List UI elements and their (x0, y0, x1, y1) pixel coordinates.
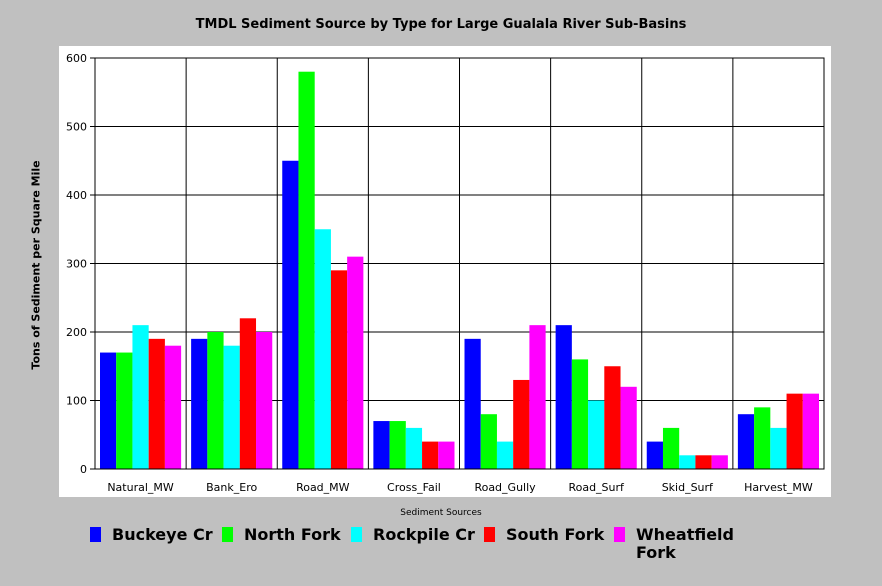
legend-label: Rockpile Cr (373, 525, 475, 544)
bar (802, 393, 819, 469)
tick-labels: 0 100 200 300 400 500 600 Natural_MW Bank_Ero Roa… (66, 52, 813, 494)
bar (148, 338, 165, 469)
y-axis-label: Tons of Sediment per Square Mile (29, 160, 43, 370)
bar (555, 325, 572, 469)
x-tick-label: Bank_Ero (206, 481, 257, 494)
y-tick-label: 200 (66, 326, 87, 339)
legend-swatch (351, 527, 362, 542)
bar (679, 455, 696, 469)
bar (571, 359, 589, 469)
legend-item: Rockpile Cr (351, 526, 483, 544)
bar (770, 427, 787, 469)
bar (132, 325, 149, 469)
chart-title: TMDL Sediment Source by Type for Large G… (195, 17, 687, 32)
bar (737, 414, 755, 469)
bar (100, 352, 117, 469)
bar (646, 441, 663, 469)
y-tick-label: 500 (66, 121, 87, 134)
bar (529, 325, 546, 469)
bar (298, 71, 315, 469)
bar (464, 338, 481, 469)
plot-border (94, 57, 825, 470)
y-tick-label: 100 (66, 395, 87, 408)
bar (164, 345, 182, 469)
plot-frame (94, 57, 825, 470)
x-tick-label: Harvest_MW (744, 481, 813, 494)
legend-item: Buckeye Cr (90, 526, 222, 544)
legend-swatch (90, 527, 101, 542)
y-tick-label: 600 (66, 52, 87, 65)
bar (786, 393, 803, 469)
chart-panel (59, 46, 831, 497)
bar (330, 270, 348, 469)
x-tick-label: Road_MW (296, 481, 350, 494)
legend-swatch (484, 527, 495, 542)
bar (256, 332, 273, 469)
legend-item: South Fork (484, 526, 616, 544)
bar (207, 332, 224, 469)
legend-item: Wheatfield Fork (614, 526, 746, 562)
bar (389, 421, 406, 469)
legend-item: North Fork (222, 526, 354, 544)
x-axis-label: Sediment Sources (400, 508, 482, 518)
legend-label: Wheatfield Fork (636, 525, 734, 562)
legend-label: North Fork (244, 525, 341, 544)
legend-swatch (614, 527, 625, 542)
legend-label: South Fork (506, 525, 605, 544)
x-tick-label: Skid_Surf (662, 481, 714, 494)
bar (405, 427, 423, 469)
bar (347, 256, 364, 469)
bar (604, 366, 621, 469)
legend-swatch (222, 527, 233, 542)
bar (513, 379, 530, 469)
bar (239, 318, 257, 469)
bar (754, 407, 771, 469)
bar (496, 441, 514, 469)
bar (422, 441, 439, 469)
bars (100, 71, 819, 469)
bar (223, 345, 240, 469)
x-tick-label: Cross_Fail (387, 481, 441, 494)
bar (438, 441, 455, 469)
y-tick-label: 400 (66, 189, 87, 202)
x-tick-label: Natural_MW (107, 481, 174, 494)
bar (620, 386, 637, 469)
legend-label: Buckeye Cr (112, 525, 213, 544)
bar (314, 229, 331, 469)
bar (191, 338, 208, 469)
y-tick-label: 0 (80, 463, 87, 476)
bar (662, 427, 680, 469)
bar (282, 160, 299, 469)
bar (711, 455, 728, 469)
bar (116, 352, 133, 469)
bar (695, 455, 712, 469)
y-tick-label: 300 (66, 258, 87, 271)
bar (480, 414, 497, 469)
bar (373, 421, 390, 469)
x-tick-label: Road_Surf (568, 481, 625, 494)
bar (588, 400, 605, 469)
x-tick-label: Road_Gully (474, 481, 536, 494)
